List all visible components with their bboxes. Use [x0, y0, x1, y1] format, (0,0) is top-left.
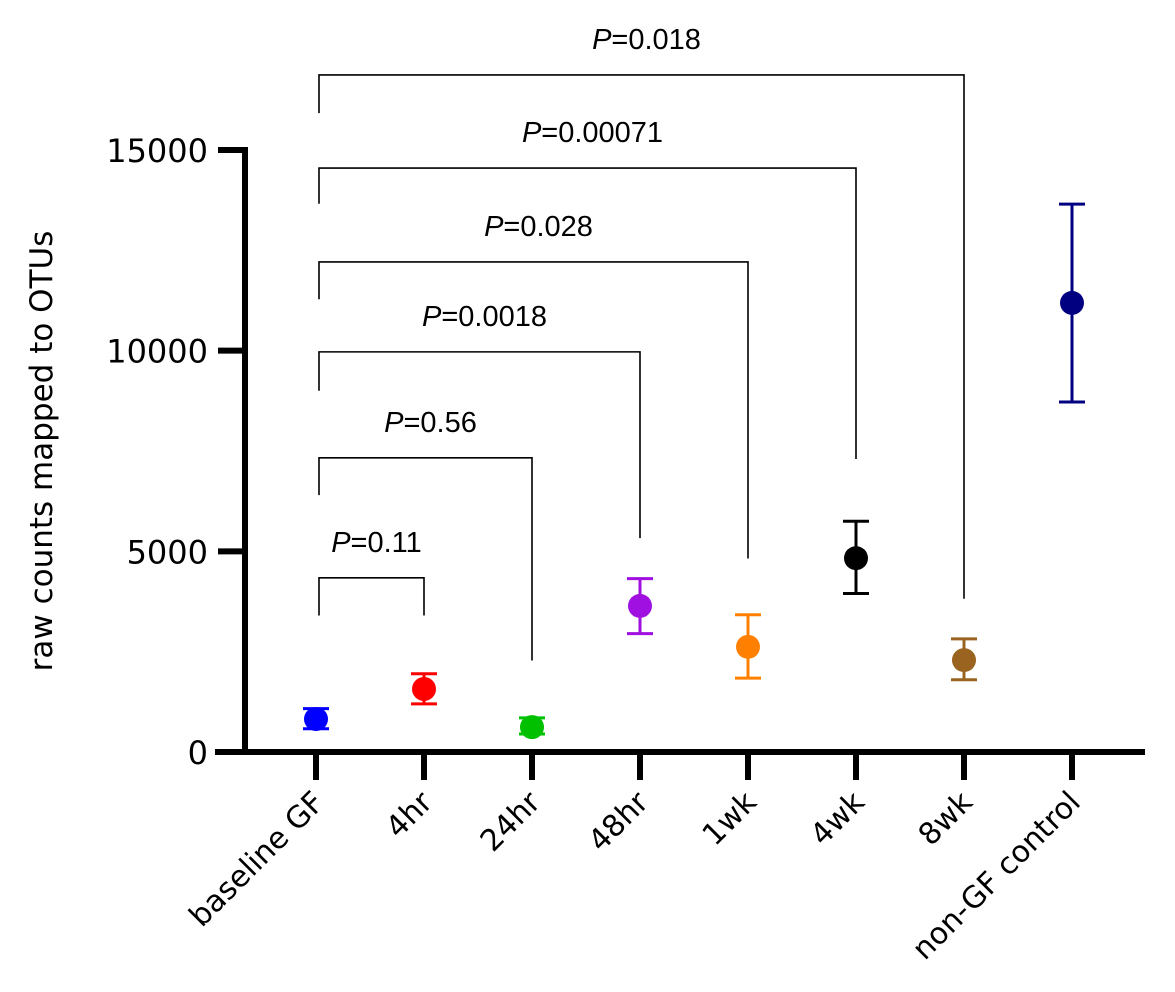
y-axis-ticks: 0 5000 10000 15000 [106, 132, 245, 772]
significance-bracket: P=0.11 [318, 527, 425, 616]
bracket-line [318, 351, 641, 539]
data-point-group [843, 519, 869, 595]
x-tick-label: 1wk [696, 784, 764, 852]
significance-bracket: P=0.028 [318, 211, 749, 559]
bracket-line [318, 457, 533, 661]
data-point-group [303, 707, 329, 732]
data-point [736, 634, 760, 659]
significance-bracket: P=0.0018 [318, 301, 641, 539]
data-point-group [735, 613, 761, 680]
bracket-line [318, 577, 425, 616]
y-tick-label: 5000 [127, 533, 208, 571]
data-point-group [1059, 202, 1085, 404]
data-point [628, 593, 652, 618]
bracket-line [318, 167, 857, 460]
data-point [1060, 290, 1084, 315]
p-value-label: P=0.0018 [422, 301, 547, 333]
data-point-group [519, 715, 545, 740]
bracket-line [318, 74, 965, 599]
p-value-label: P=0.11 [331, 527, 422, 559]
p-value-label: P=0.028 [484, 211, 593, 243]
x-tick-label: 8wk [912, 784, 980, 852]
bracket-line [318, 261, 749, 559]
data-point [952, 648, 976, 673]
x-tick-label: 24hr [474, 784, 548, 858]
data-point-group [627, 577, 653, 636]
significance-bracket: P=0.00071 [318, 117, 857, 460]
data-point [520, 715, 544, 740]
x-tick-label: 4wk [804, 784, 872, 852]
p-value-label: P=0.56 [384, 407, 477, 439]
significance-bracket: P=0.56 [318, 407, 533, 661]
data-point-group [951, 637, 977, 682]
x-tick-label: 48hr [582, 784, 656, 858]
data-points [303, 202, 1085, 740]
data-point-group [411, 672, 437, 706]
p-value-label: P=0.00071 [522, 117, 663, 149]
significance-brackets: P=0.11 P=0.56 P=0.0018 P=0.028 P=0.00071 P=0.… [318, 24, 965, 661]
data-point [412, 676, 436, 701]
x-tick-label: baseline GF [183, 785, 332, 934]
x-tick-label: 4hr [379, 784, 440, 845]
data-point [304, 707, 328, 732]
y-tick-label: 15000 [106, 132, 208, 170]
y-tick-label: 10000 [106, 333, 208, 371]
data-point [844, 546, 868, 571]
y-tick-label: 0 [188, 734, 208, 772]
axes [215, 147, 1145, 755]
y-axis-label: raw counts mapped to OTUs [24, 231, 60, 672]
p-value-label: P=0.018 [592, 24, 701, 56]
significance-bracket: P=0.018 [318, 24, 965, 599]
